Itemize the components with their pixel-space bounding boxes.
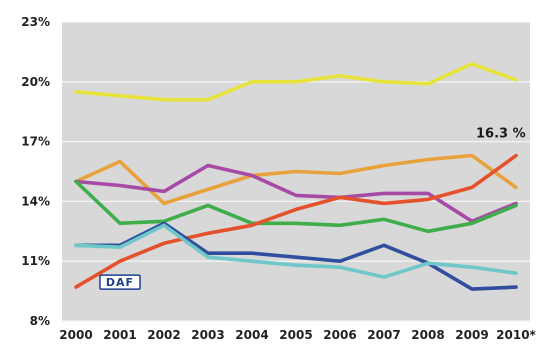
x-tick-label: 2001 — [103, 328, 136, 342]
x-tick-label: 2004 — [235, 328, 268, 342]
x-tick-label: 2002 — [147, 328, 180, 342]
x-tick-label: 2008 — [411, 328, 444, 342]
x-tick-label: 2000 — [59, 328, 92, 342]
series-line-5 — [74, 153, 518, 289]
data-label-annotation: 16.3 % — [476, 127, 526, 142]
x-tick-label: 2009 — [455, 328, 488, 342]
series-line-1 — [74, 62, 518, 102]
y-tick-label: 8% — [30, 314, 50, 328]
series-line-3 — [74, 163, 518, 224]
x-tick-label: 2010* — [496, 328, 536, 342]
daf-logo-text: DAF — [106, 276, 134, 289]
y-tick-label: 20% — [21, 75, 50, 89]
y-tick-label: 11% — [21, 254, 50, 268]
daf-logo-icon: DAF — [99, 274, 141, 290]
y-axis-ticks: 8% 11% 14% 17% 20% 23% — [21, 15, 50, 328]
x-tick-label: 2007 — [367, 328, 400, 342]
annotations: 16.3 % — [476, 127, 526, 142]
y-tick-label: 17% — [21, 135, 50, 149]
series-line-4 — [74, 179, 518, 234]
x-axis-ticks: 2000 2001 2002 2003 2004 2005 2006 2007 2008 2009… — [59, 328, 536, 342]
y-tick-label: 23% — [21, 15, 50, 29]
x-tick-label: 2005 — [279, 328, 312, 342]
series-line-7 — [74, 223, 518, 279]
series-group — [74, 62, 518, 291]
gridlines — [62, 21, 530, 322]
x-tick-label: 2006 — [323, 328, 356, 342]
y-tick-label: 14% — [21, 194, 50, 208]
x-tick-label: 2003 — [191, 328, 224, 342]
daf-logo-frame — [99, 274, 141, 290]
